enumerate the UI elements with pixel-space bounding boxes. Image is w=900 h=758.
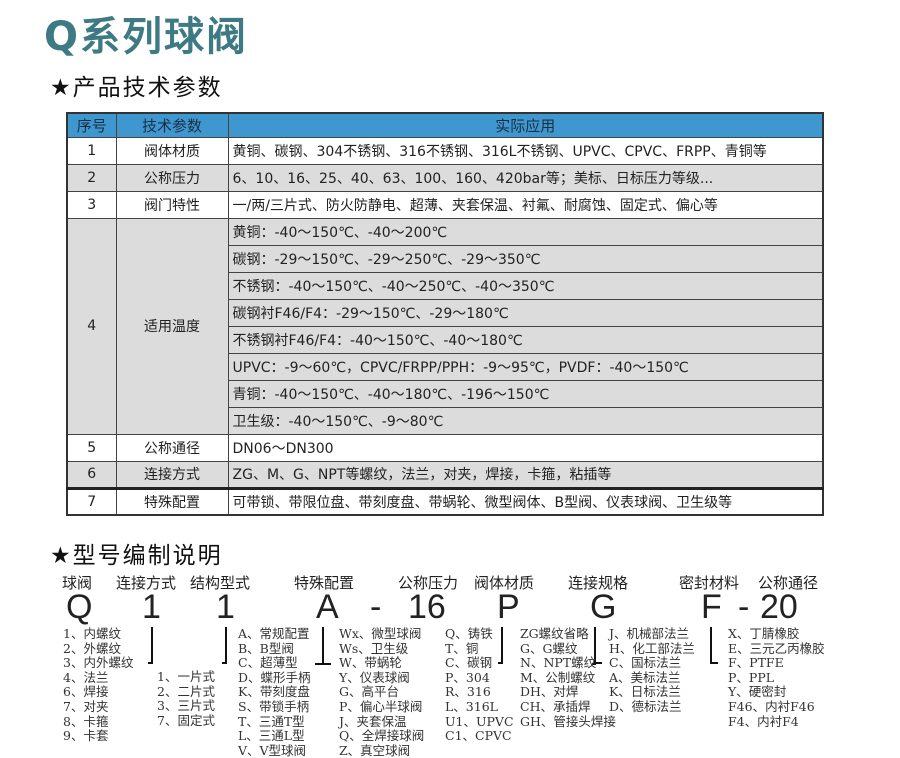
row-value: DN06～DN300 [227,433,824,462]
temp-value: 碳钢：-29～150℃、-29～250℃、-29～350℃ [227,244,824,273]
code-label: 公称压力 [398,574,459,592]
code-label: 公称通径 [758,574,819,592]
code-label: 结构型式 [190,574,251,592]
temp-value: 卫生级：-40～150℃、-9～80℃ [227,406,824,435]
list-special-a: A、常规配置 B、B型阀 C、超薄型 D、蝶形手柄 K、带刻度盘 S、带锁手柄 T、三通T型… [238,626,311,758]
row-value: ZG、M、G、NPT等螺纹，法兰，对夹，焊接，卡箍，粘插等 [227,460,824,489]
code-letter: G [590,588,617,626]
list-special-b: Wx、微型球阀 Ws、卫生级 W、带蜗轮 Y、仪表球阀 G、高平台 P、偏心半球阀 J、夹套… [339,626,425,758]
temp-value: UPVC：-9～60℃，CPVC/FRPP/PPH：-9～95℃，PVDF：-4… [227,352,824,381]
row-value: 可带锁、带限位盘、带刻度盘、带蜗轮、微型阀体、B型阀、仪表球阀、卫生级等 [227,486,824,516]
list-material: Q、铸铁 T、铜 C、碳钢 P、304 R、316 L、316L U1、UPVC C1、CPV… [445,626,514,744]
bracket-line [148,627,153,664]
bracket-line [222,627,227,664]
code-letter: A [316,588,339,626]
list-thread: ZG螺纹省略 G、G螺纹 N、NPT螺纹 M、公制螺纹 DH、对焊 CH、承插焊 GH、管接… [520,626,616,729]
list-seal: X、丁腈橡胶 E、三元乙丙橡胶 F、PTFE P、PPL Y、硬密封 F46、内衬F46 F… [728,626,825,729]
temp-value: 不锈钢：-40～150℃、-40～250℃、-40～350℃ [227,271,824,300]
code-label: 球阀 [62,574,93,592]
row-param: 适用温度 [115,217,229,435]
code-letter: 20 [760,588,798,626]
row-no: 4 [66,217,117,435]
code-letter: - [738,588,750,626]
table-row: 3 阀门特性 一/两/三片式、防火防静电、超薄、夹套保温、衬氟、耐腐蚀、固定式、偏心… [66,190,824,219]
bracket-line [710,627,718,664]
code-letter: Q [66,588,93,626]
code-letter: 1 [216,588,235,626]
row-param: 公称通径 [115,433,229,462]
table-row: 6 连接方式 ZG、M、G、NPT等螺纹，法兰，对夹，焊接，卡箍，粘插等 [66,460,824,489]
row-no: 1 [66,136,117,165]
code-label: 阀体材质 [474,574,535,592]
row-param: 阀门特性 [115,190,229,219]
table-row: 1 阀体材质 黄铜、碳钢、304不锈钢、316不锈钢、316L不锈钢、UPVC、CP… [66,136,824,165]
page-title: Q系列球阀 [44,14,249,60]
table-row: 7 特殊配置 可带锁、带限位盘、带刻度盘、带蜗轮、微型阀体、B型阀、仪表球阀、卫生级… [66,486,824,516]
code-label: 连接规格 [568,574,629,592]
section-heading-specs: ★产品技术参数 [50,75,223,101]
row-value: 6、10、16、25、40、63、100、160、420bar等；美标、日标压力… [227,163,824,192]
row-no: 5 [66,433,117,462]
code-letter: 1 [142,588,161,626]
bracket-line [498,627,503,664]
header-no: 序号 [66,112,117,138]
row-param: 连接方式 [115,460,229,489]
bracket-line [594,627,602,664]
row-param: 公称压力 [115,163,229,192]
temp-value: 青铜：-40～150℃、-40～180℃、-196～150℃ [227,379,824,408]
bracket-line [315,663,331,665]
temp-value: 不锈钢衬F46/F4：-40～150℃、-40～180℃ [227,325,824,354]
row-value: 一/两/三片式、防火防静电、超薄、夹套保温、衬氟、耐腐蚀、固定式、偏心等 [227,190,824,219]
temp-value: 碳钢衬F46/F4：-29～150℃、-29～180℃ [227,298,824,327]
header-value: 实际应用 [227,112,824,138]
row-no: 3 [66,190,117,219]
row-value: 黄铜、碳钢、304不锈钢、316不锈钢、316L不锈钢、UPVC、CPVC、FR… [227,136,824,165]
code-letter: F [701,588,722,626]
code-label: 特殊配置 [294,574,355,592]
list-connection: 1、内螺纹 2、外螺纹 3、内外螺纹 4、法兰 6、焊接 7、对夹 8、卡箍 9、卡套 [63,626,134,744]
list-structure: 1、一片式 2、二片式 3、三片式 7、固定式 [157,669,215,728]
table-row: 5 公称通径 DN06～DN300 [66,433,824,462]
code-letter: P [497,588,520,626]
bracket-line [322,627,324,663]
row-no: 2 [66,163,117,192]
code-label: 连接方式 [116,574,177,592]
header-param: 技术参数 [115,112,229,138]
list-flange: J、机械部法兰 H、化工部法兰 C、国标法兰 A、美标法兰 K、日标法兰 D、德标法兰 [609,626,695,714]
row-no: 6 [66,460,117,489]
table-row: 4 适用温度 黄铜：-40～150℃、-40～200℃ [66,217,824,435]
row-param: 阀体材质 [115,136,229,165]
row-param: 特殊配置 [115,486,229,516]
row-no: 7 [66,486,117,516]
code-letter: 16 [408,588,446,626]
spec-table: 序号 技术参数 实际应用 1 阀体材质 黄铜、碳钢、304不锈钢、316不锈钢、31… [66,112,824,516]
table-row: 2 公称压力 6、10、16、25、40、63、100、160、420bar等；美标… [66,163,824,192]
bracket-line [592,663,596,665]
temp-value: 黄铜：-40～150℃、-40～200℃ [227,217,824,246]
code-label: 密封材料 [679,574,740,592]
table-header: 序号 技术参数 实际应用 [66,112,824,138]
code-letter: - [370,588,382,626]
section-heading-model-code: ★型号编制说明 [50,543,223,569]
